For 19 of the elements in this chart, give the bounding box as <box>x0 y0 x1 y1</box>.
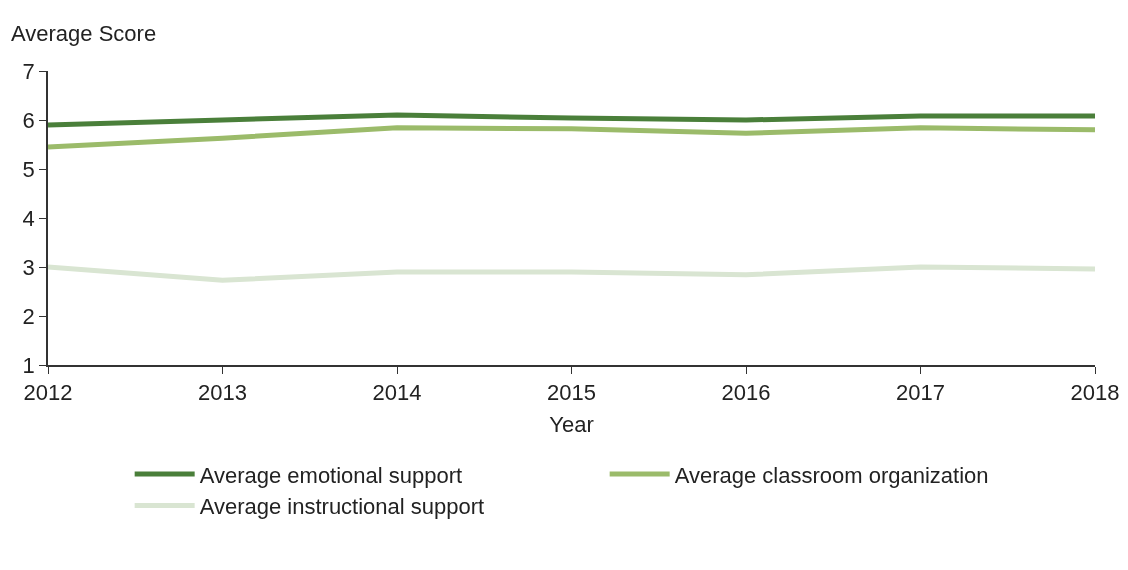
y-axis-title: Average Score <box>11 21 157 46</box>
x-axis-title: Year <box>549 411 594 437</box>
y-tick-label: 3 <box>22 254 35 280</box>
x-tick-label: 2018 <box>1070 380 1120 406</box>
y-tick-label: 4 <box>22 205 35 231</box>
legend-label: Average emotional support <box>199 462 463 488</box>
x-tick-label: 2015 <box>547 380 596 406</box>
legend-label: Average instructional support <box>199 494 485 520</box>
x-tick-label: 2017 <box>896 380 945 406</box>
y-tick-label: 1 <box>22 352 35 378</box>
x-tick-label: 2012 <box>23 380 73 406</box>
y-tick-label: 5 <box>22 156 35 182</box>
x-tick-label: 2016 <box>721 380 771 406</box>
x-tick-label: 2013 <box>198 380 247 406</box>
x-tick-label: 2014 <box>372 380 422 406</box>
y-tick-label: 2 <box>22 303 35 329</box>
y-tick-label: 7 <box>22 58 35 84</box>
legend-label: Average classroom organization <box>674 462 989 488</box>
y-tick-label: 6 <box>22 107 35 133</box>
